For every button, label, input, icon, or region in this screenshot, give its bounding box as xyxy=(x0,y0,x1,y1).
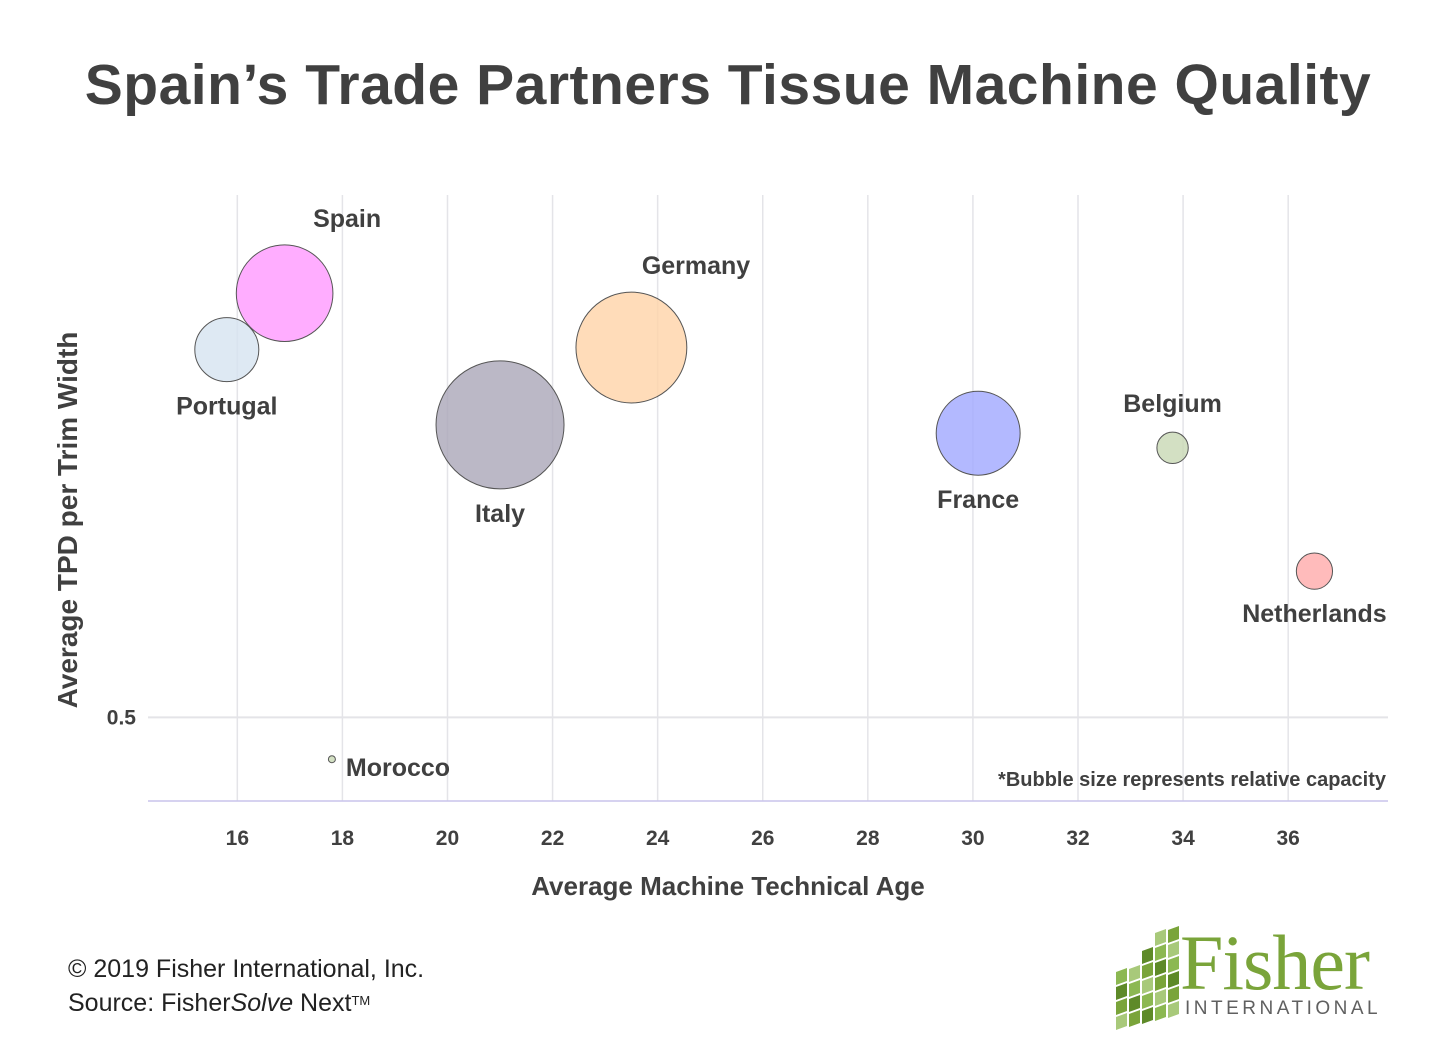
copyright-text: © 2019 Fisher International, Inc. xyxy=(68,955,425,983)
logo-tile xyxy=(1142,992,1153,1009)
bubble xyxy=(235,244,334,343)
logo-tile xyxy=(1129,995,1140,1012)
logo-tile xyxy=(1142,962,1153,979)
logo-tile xyxy=(1155,944,1166,961)
bubble xyxy=(327,755,336,764)
logo-tile xyxy=(1142,947,1153,964)
logo-tile xyxy=(1142,1007,1153,1024)
fisher-logo-mark xyxy=(1116,926,1179,1030)
bubble xyxy=(935,390,1021,476)
logo-tile xyxy=(1116,983,1127,1000)
x-tick-label: 32 xyxy=(1066,827,1089,850)
x-tick-label: 20 xyxy=(436,827,459,850)
bubble-label: Italy xyxy=(475,500,525,528)
chart-title: Spain’s Trade Partners Tissue Machine Qu… xyxy=(84,53,1372,117)
logo-tile xyxy=(1168,956,1179,973)
logo-tile xyxy=(1142,977,1153,994)
bubble-label: Belgium xyxy=(1123,390,1222,418)
bubble-size-note: *Bubble size represents relative capacit… xyxy=(998,769,1387,791)
x-tick-label: 34 xyxy=(1171,827,1195,850)
y-tick-labels: 0.5 xyxy=(107,706,137,729)
logo-tile xyxy=(1168,971,1179,988)
bubble-label: Germany xyxy=(642,252,750,280)
x-axis-title: Average Machine Technical Age xyxy=(531,871,925,901)
x-tick-label: 24 xyxy=(646,827,670,850)
bubble-label: Portugal xyxy=(176,393,277,421)
logo-tile xyxy=(1129,1010,1140,1027)
logo-tile xyxy=(1116,1013,1127,1030)
logo-tile xyxy=(1168,926,1179,943)
bubble-chart: 16 18 20 22 24 26 28 30 32 34 36 0.5 Spain Portugal… xyxy=(52,195,1388,901)
x-tick-label: 22 xyxy=(541,827,564,850)
logo-tile xyxy=(1168,941,1179,958)
x-tick-label: 26 xyxy=(751,827,774,850)
x-tick-label: 18 xyxy=(331,827,355,850)
footer: © 2019 Fisher International, Inc. Source… xyxy=(68,952,424,1020)
logo-subtitle: INTERNATIONAL xyxy=(1185,998,1382,1019)
logo-tile xyxy=(1155,959,1166,976)
source-text: Source: FisherSolve NextTM xyxy=(68,989,371,1017)
x-tick-label: 28 xyxy=(856,827,880,850)
logo-tile xyxy=(1155,929,1166,946)
bubble-label: Spain xyxy=(313,205,381,233)
bubble-labels: Spain Portugal Italy Germany France Belgium Ne… xyxy=(176,205,1387,782)
x-tick-labels: 16 18 20 22 24 26 28 30 32 34 36 xyxy=(226,827,1300,850)
bubble-label: Morocco xyxy=(346,754,450,782)
logo-tile xyxy=(1155,974,1166,991)
bubble xyxy=(435,360,565,490)
logo-tile xyxy=(1168,986,1179,1003)
bubble-label: France xyxy=(937,486,1019,514)
bubble xyxy=(1156,431,1189,465)
logo-tile xyxy=(1155,1004,1166,1021)
logo-tile xyxy=(1129,980,1140,997)
bubbles xyxy=(194,244,1334,764)
x-tick-label: 36 xyxy=(1276,827,1299,850)
logo-tile xyxy=(1116,968,1127,985)
y-tick-label: 0.5 xyxy=(107,706,137,729)
bubble xyxy=(194,317,260,383)
y-axis-title: Average TPD per Trim Width xyxy=(52,332,83,709)
logo-tile xyxy=(1129,965,1140,982)
logo-tile xyxy=(1155,989,1166,1006)
logo-tile xyxy=(1168,1001,1179,1018)
logo-tile xyxy=(1116,998,1127,1015)
bubble-label: Netherlands xyxy=(1242,600,1386,628)
x-tick-label: 30 xyxy=(961,827,984,850)
x-tick-label: 16 xyxy=(226,827,249,850)
bubble xyxy=(1295,552,1334,590)
grid-lines xyxy=(148,195,1388,802)
logo-wordmark: Fisher xyxy=(1180,919,1370,1006)
bubble xyxy=(575,291,688,404)
